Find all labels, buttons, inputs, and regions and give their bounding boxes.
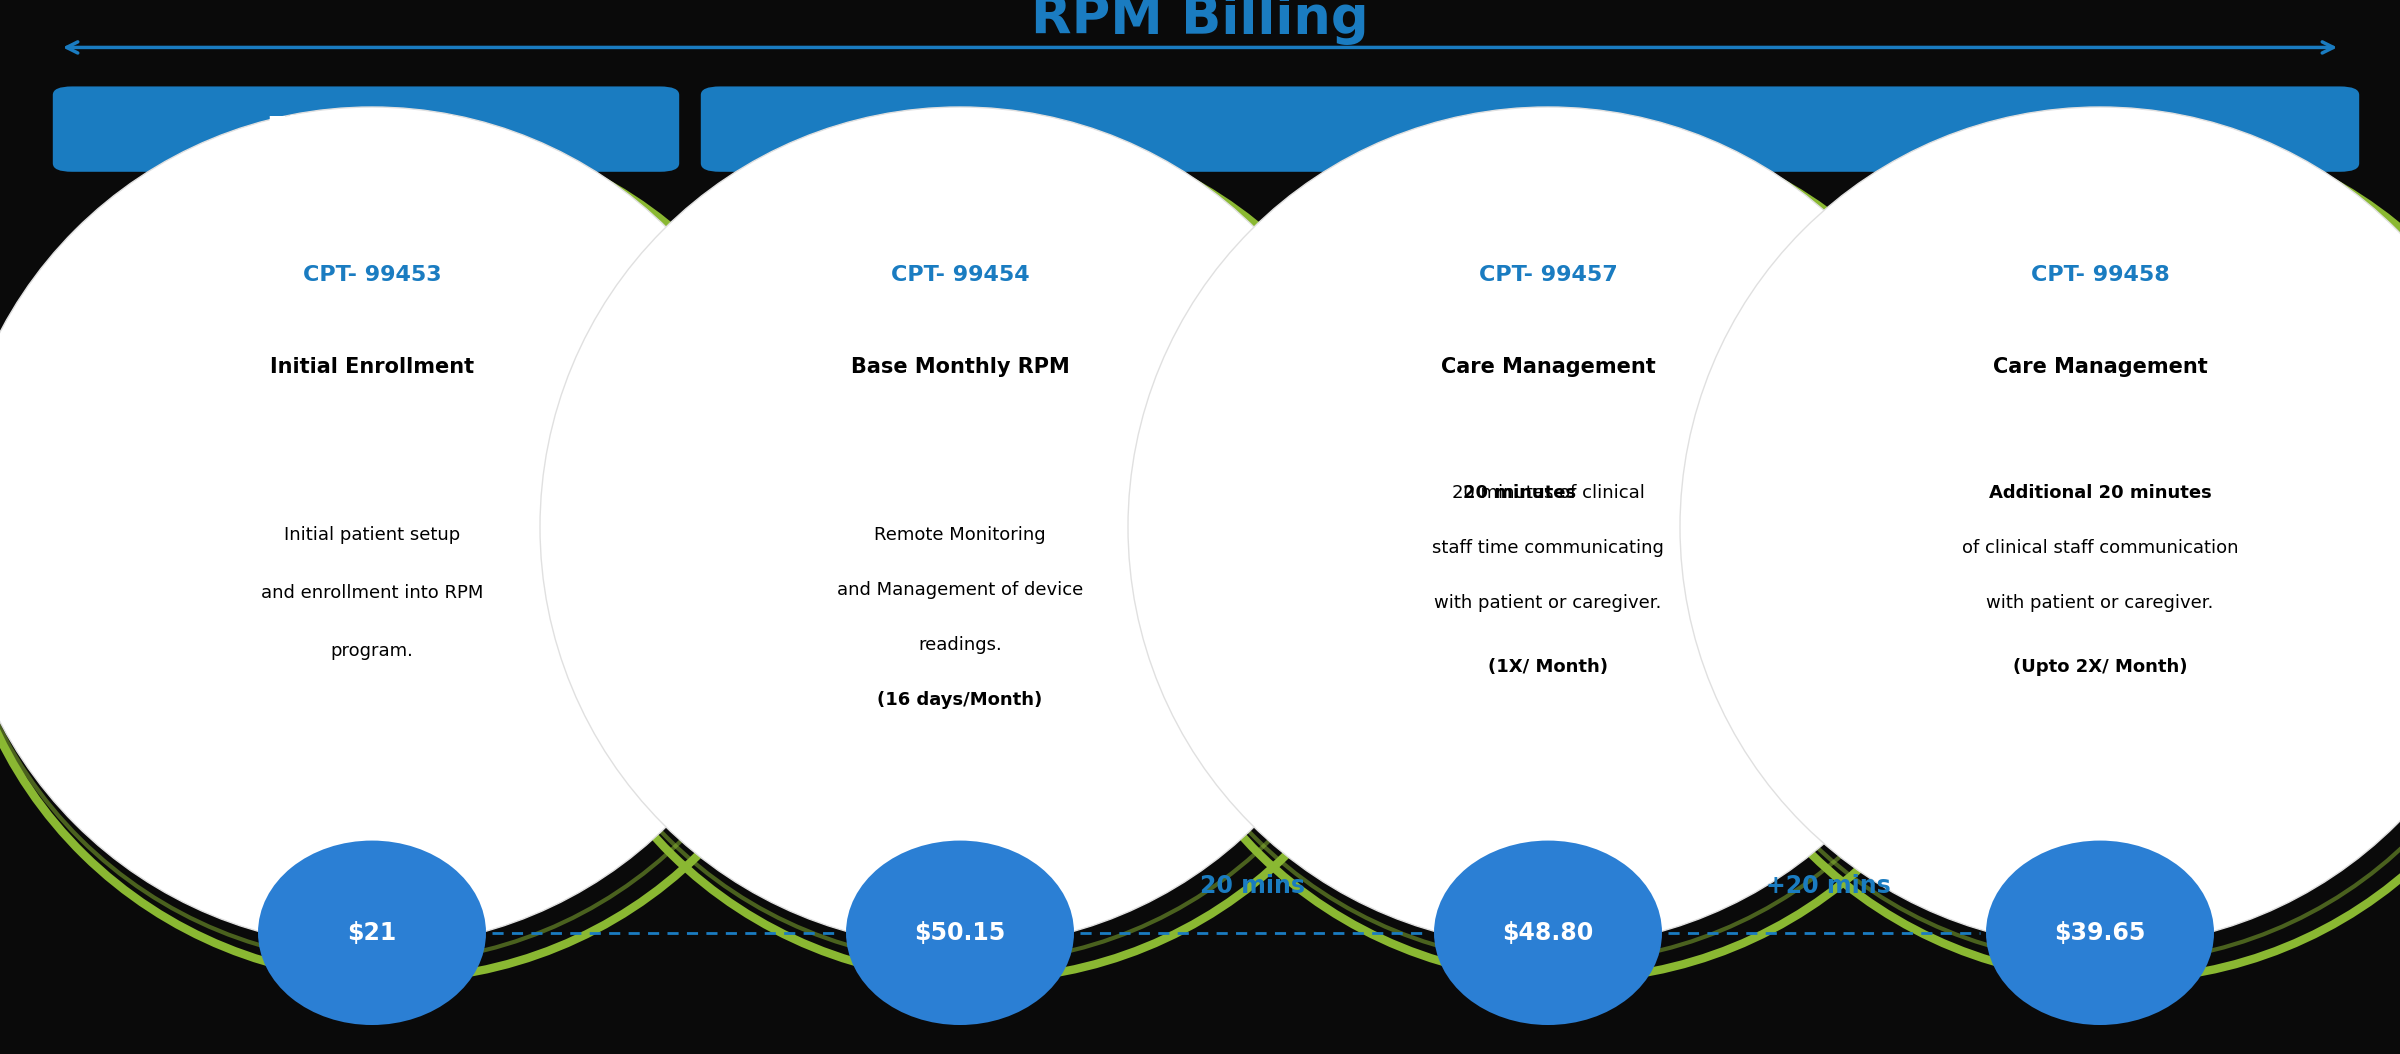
Text: CPT- 99457: CPT- 99457 — [1478, 265, 1618, 285]
Text: (16 days/Month): (16 days/Month) — [878, 690, 1042, 709]
Text: program.: program. — [331, 642, 413, 661]
Text: $39.65: $39.65 — [2054, 921, 2146, 944]
FancyBboxPatch shape — [53, 86, 679, 172]
Text: $48.80: $48.80 — [1502, 921, 1594, 944]
Text: CPT- 99454: CPT- 99454 — [890, 265, 1030, 285]
Text: with patient or caregiver.: with patient or caregiver. — [1987, 594, 2213, 612]
Text: $50.15: $50.15 — [914, 921, 1006, 944]
Text: Additional 20 minutes: Additional 20 minutes — [1990, 485, 2210, 503]
Text: $21: $21 — [348, 921, 396, 944]
Text: 20 minutes of clinical: 20 minutes of clinical — [1452, 485, 1644, 503]
Text: and enrollment into RPM: and enrollment into RPM — [262, 584, 482, 603]
Text: CPT- 99453: CPT- 99453 — [302, 265, 442, 285]
Ellipse shape — [259, 841, 485, 1024]
Text: +20 mins: +20 mins — [1766, 874, 1891, 898]
Text: of clinical staff communication: of clinical staff communication — [1961, 540, 2239, 558]
Text: (1X/ Month): (1X/ Month) — [1488, 659, 1608, 677]
Ellipse shape — [1435, 841, 1661, 1024]
Text: with patient or caregiver.: with patient or caregiver. — [1435, 594, 1661, 612]
Text: Care Management: Care Management — [1992, 357, 2208, 377]
Text: First Month: First Month — [266, 115, 466, 143]
Text: Base Monthly RPM: Base Monthly RPM — [850, 357, 1070, 377]
Ellipse shape — [540, 108, 1380, 946]
Text: staff time communicating: staff time communicating — [1433, 540, 1663, 558]
Text: Initial Enrollment: Initial Enrollment — [269, 357, 475, 377]
Text: Monthly: Monthly — [1459, 115, 1601, 143]
Ellipse shape — [847, 841, 1075, 1024]
FancyBboxPatch shape — [701, 86, 2359, 172]
Text: RPM Billing: RPM Billing — [1032, 0, 1368, 45]
Ellipse shape — [0, 108, 792, 946]
Text: Remote Monitoring: Remote Monitoring — [874, 526, 1046, 545]
Ellipse shape — [1128, 108, 1968, 946]
Text: (Upto 2X/ Month): (Upto 2X/ Month) — [2014, 659, 2186, 677]
Text: readings.: readings. — [919, 636, 1001, 655]
Text: Care Management: Care Management — [1440, 357, 1656, 377]
Text: 20 minutes: 20 minutes — [1462, 485, 1577, 503]
Text: and Management of device: and Management of device — [838, 581, 1082, 600]
Text: 20 mins: 20 mins — [1200, 874, 1306, 898]
Text: Initial patient setup: Initial patient setup — [283, 526, 461, 545]
Ellipse shape — [1987, 841, 2215, 1024]
Text: CPT- 99458: CPT- 99458 — [2030, 265, 2170, 285]
Ellipse shape — [1680, 108, 2400, 946]
